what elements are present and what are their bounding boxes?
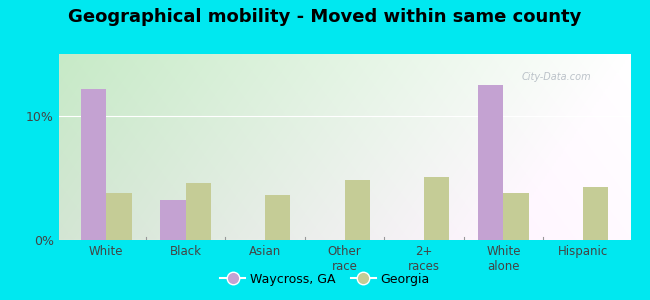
Bar [106,193,131,240]
Legend: Waycross, GA, Georgia: Waycross, GA, Georgia [215,268,435,291]
Bar [503,193,529,240]
Bar [186,183,211,240]
Text: Geographical mobility - Moved within same county: Geographical mobility - Moved within sam… [68,8,582,26]
Bar [160,200,186,240]
Bar [344,181,370,240]
Bar [478,85,503,240]
Text: City-Data.com: City-Data.com [522,72,592,82]
Bar [424,177,449,240]
Bar [583,187,608,240]
Bar [81,89,106,240]
Bar [265,195,291,240]
